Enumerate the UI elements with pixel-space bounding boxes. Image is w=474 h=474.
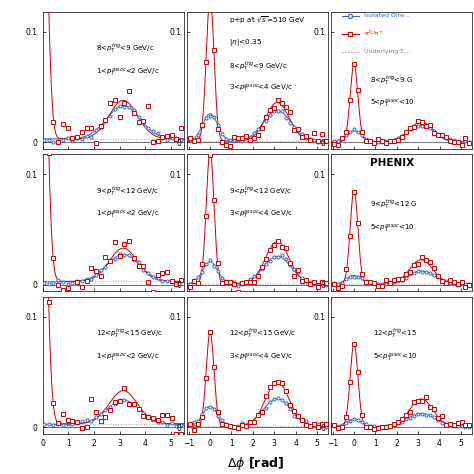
- Text: 12<$p_T^{trig}$<15: 12<$p_T^{trig}$<15: [373, 327, 417, 340]
- Text: 5<$p_T^{assoc}$<10: 5<$p_T^{assoc}$<10: [370, 98, 415, 110]
- Text: 5<$p_T^{assoc}$<10: 5<$p_T^{assoc}$<10: [370, 223, 415, 235]
- Text: 3<$p_T^{assoc}$<4 GeV/c: 3<$p_T^{assoc}$<4 GeV/c: [229, 209, 293, 221]
- Text: $\pi^0$-h$^+$: $\pi^0$-h$^+$: [365, 29, 383, 38]
- Text: Isolated Dire…: Isolated Dire…: [365, 13, 410, 18]
- Text: 1<$p_T^{assoc}$<2 GeV/c: 1<$p_T^{assoc}$<2 GeV/c: [96, 352, 160, 364]
- Text: 12<$p_T^{trig}$<15 GeV/c: 12<$p_T^{trig}$<15 GeV/c: [96, 327, 164, 340]
- Text: 8<$p_T^{trig}$<9 GeV/c: 8<$p_T^{trig}$<9 GeV/c: [229, 60, 287, 73]
- Text: 5<$p_T^{assoc}$<10: 5<$p_T^{assoc}$<10: [373, 352, 418, 364]
- Text: 9<$p_T^{trig}$<12 G: 9<$p_T^{trig}$<12 G: [370, 198, 418, 211]
- Text: 8<$p_T^{trig}$<9 GeV/c: 8<$p_T^{trig}$<9 GeV/c: [96, 42, 155, 55]
- Text: p+p at $\sqrt{s}$=510 GeV: p+p at $\sqrt{s}$=510 GeV: [229, 15, 306, 26]
- Text: 9<$p_T^{trig}$<12 GeV/c: 9<$p_T^{trig}$<12 GeV/c: [229, 184, 292, 198]
- Text: 12<$p_T^{trig}$<15 GeV/c: 12<$p_T^{trig}$<15 GeV/c: [229, 327, 296, 340]
- Text: $\Delta\phi$ [rad]: $\Delta\phi$ [rad]: [228, 455, 284, 472]
- Text: 1<$p_T^{assoc}$<2 GeV/c: 1<$p_T^{assoc}$<2 GeV/c: [96, 209, 160, 221]
- Text: PHENIX: PHENIX: [370, 158, 414, 168]
- Text: 3<$p_T^{assoc}$<4 GeV/c: 3<$p_T^{assoc}$<4 GeV/c: [229, 83, 293, 95]
- Text: 9<$p_T^{trig}$<12 GeV/c: 9<$p_T^{trig}$<12 GeV/c: [96, 184, 159, 198]
- Text: 8<$p_T^{trig}$<9 G: 8<$p_T^{trig}$<9 G: [370, 73, 413, 87]
- Text: 1<$p_T^{assoc}$<2 GeV/c: 1<$p_T^{assoc}$<2 GeV/c: [96, 67, 160, 79]
- Text: 3<$p_T^{assoc}$<4 GeV/c: 3<$p_T^{assoc}$<4 GeV/c: [229, 352, 293, 364]
- Text: Underlying E…: Underlying E…: [365, 49, 411, 54]
- Text: $|\eta|$<0.35: $|\eta|$<0.35: [229, 36, 262, 47]
